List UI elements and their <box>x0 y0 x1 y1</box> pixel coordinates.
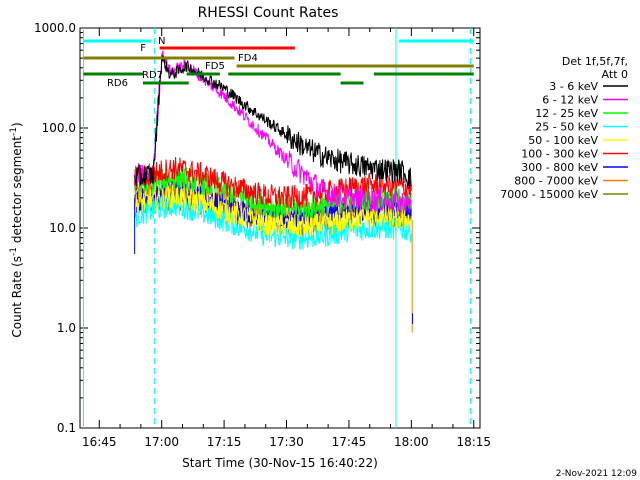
flag-label-rd6: RD6 <box>107 78 128 89</box>
series-line-3 <box>134 193 412 251</box>
y-tick-label: 1.0 <box>57 321 76 335</box>
data-series <box>134 50 414 333</box>
legend-label: 25 - 50 keV <box>535 121 598 134</box>
x-tick-label: 17:45 <box>332 435 367 449</box>
flag-bars: N F FD4 FD5 RD7 RD6 <box>83 36 474 89</box>
y-axis-label-sup1: -1 <box>9 247 19 256</box>
x-tick-label: 16:45 <box>82 435 117 449</box>
series-line-1 <box>134 50 412 215</box>
legend-label: 6 - 12 keV <box>542 94 598 107</box>
flag-label-f: F <box>140 43 146 54</box>
legend-label: 300 - 800 keV <box>521 161 598 174</box>
chart-title: RHESSI Count Rates <box>198 5 339 21</box>
series-line-5 <box>134 156 412 209</box>
legend-label: 100 - 300 keV <box>521 148 598 161</box>
legend-label: 3 - 6 keV <box>549 80 598 93</box>
footer-date: 2-Nov-2021 12:09 <box>556 469 638 479</box>
x-tick-label: 17:00 <box>144 435 179 449</box>
legend-header: Det 1f,5f,7f, <box>562 55 628 68</box>
y-axis-label-end: ) <box>10 122 24 127</box>
y-axis-label-main: Count Rate (s <box>10 256 24 338</box>
x-axis: 16:45 17:00 17:15 17:30 17:45 18:00 18:15 <box>82 28 491 449</box>
y-tick-label: 0.1 <box>57 421 76 435</box>
legend-header: Att 0 <box>602 68 628 81</box>
legend-label: 50 - 100 keV <box>528 134 598 147</box>
x-tick-label: 18:00 <box>394 435 429 449</box>
legend-label: 12 - 25 keV <box>535 107 598 120</box>
series-line-0 <box>134 55 412 189</box>
x-tick-label: 17:30 <box>269 435 304 449</box>
x-axis-label: Start Time (30-Nov-15 16:40:22) <box>182 456 378 470</box>
y-axis-label: Count Rate (s-1 detector segment-1) <box>9 122 24 337</box>
y-axis-label-mid: detector segment <box>10 136 24 247</box>
y-axis: 0.1 1.0 10.0 100.0 1000.0 <box>34 21 480 435</box>
flag-label-rd7: RD7 <box>142 70 163 81</box>
y-tick-label: 10.0 <box>49 221 76 235</box>
y-tick-label: 1000.0 <box>34 21 76 35</box>
y-axis-label-sup2: -1 <box>9 127 19 136</box>
legend-label: 7000 - 15000 keV <box>500 188 598 201</box>
x-tick-label: 17:15 <box>207 435 242 449</box>
legend-label: 800 - 7000 keV <box>514 175 598 188</box>
y-tick-label: 100.0 <box>42 121 76 135</box>
series-line-4 <box>134 184 412 237</box>
flag-label-fd5: FD5 <box>205 61 225 72</box>
flag-label-n: N <box>158 36 165 47</box>
flag-label-fd4: FD4 <box>238 53 258 64</box>
x-tick-label: 18:15 <box>456 435 491 449</box>
